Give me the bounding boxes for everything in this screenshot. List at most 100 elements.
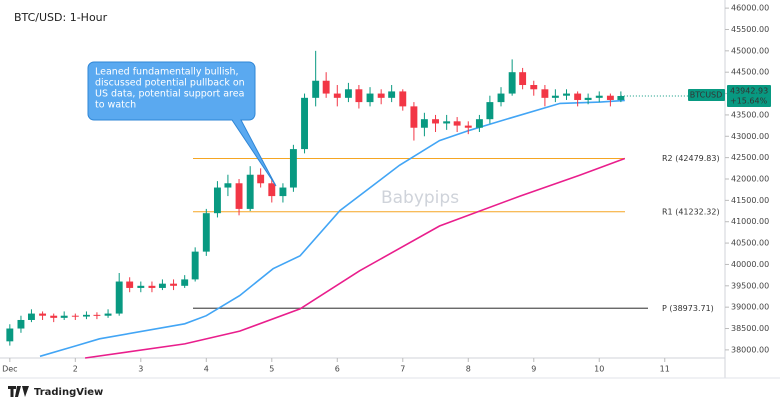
candle-body <box>191 251 199 280</box>
x-tick-label: 5 <box>269 365 274 374</box>
annotation-text: discussed potential pullback on <box>95 78 245 89</box>
candle-body <box>388 91 396 98</box>
candle-body <box>530 85 538 90</box>
candle-body <box>464 125 472 128</box>
price-tag-box <box>727 84 771 107</box>
y-tick-label: 39000.00 <box>731 303 769 312</box>
candle-body <box>410 106 418 128</box>
price-tag-symbol-box <box>688 88 725 101</box>
candle-body <box>289 149 297 188</box>
y-tick-label: 38500.00 <box>731 324 769 333</box>
candle-body <box>399 91 407 107</box>
candle-body <box>574 93 582 100</box>
y-tick-label: 46000.00 <box>731 4 769 13</box>
candle-body <box>93 314 101 316</box>
x-tick-label: 9 <box>531 365 536 374</box>
price-tag-change: +15.64% <box>730 96 768 105</box>
candle-body <box>39 313 47 316</box>
candle-body <box>126 281 134 288</box>
candle-body <box>606 95 614 100</box>
y-tick-label: 43000.00 <box>731 132 769 141</box>
annotation-callout <box>87 61 277 187</box>
candle-body <box>170 283 178 286</box>
candle-body <box>246 174 254 209</box>
annotation-text: to watch <box>95 100 136 111</box>
price-tag-price: 43942.93 <box>730 86 768 95</box>
candle-body <box>104 313 112 316</box>
candle-body <box>257 174 265 184</box>
candle-body <box>443 121 451 124</box>
candle-body <box>312 80 320 98</box>
y-tick-label: 43500.00 <box>731 110 769 119</box>
moving-average-line <box>84 157 626 359</box>
x-tick-label: Dec <box>2 365 17 374</box>
candle-body <box>71 315 79 317</box>
watermark: Babypips <box>381 188 459 208</box>
candle-body <box>60 315 68 318</box>
x-tick-label: 6 <box>335 365 340 374</box>
candle-body <box>475 119 483 128</box>
candle-body <box>279 187 287 197</box>
x-tick-label: 3 <box>138 365 143 374</box>
y-tick-label: 39500.00 <box>731 281 769 290</box>
candle-body <box>115 281 123 314</box>
candle-body <box>432 119 439 124</box>
y-tick-label: 38000.00 <box>731 345 769 354</box>
candle-body <box>617 95 625 100</box>
candle-body <box>82 314 90 317</box>
y-tick-label: 42500.00 <box>731 153 769 162</box>
candle-body <box>344 89 352 98</box>
level-label: R2 (42479.83) <box>662 154 720 163</box>
brand-logo <box>8 386 29 397</box>
x-tick-label: 2 <box>73 365 78 374</box>
candle-body <box>355 89 363 103</box>
candle-body <box>158 283 166 288</box>
candle-body <box>268 183 276 197</box>
x-tick-label: 11 <box>660 365 670 374</box>
price-tag-symbol: BTCUSD <box>690 90 723 99</box>
annotation-text: Leaned fundamentally bullish, <box>95 67 239 78</box>
candle-body <box>213 187 221 214</box>
y-tick-label: 41000.00 <box>731 217 769 226</box>
candle-body <box>333 93 341 98</box>
logo-icon <box>8 386 29 397</box>
candle-body <box>181 279 189 286</box>
y-tick-label: 40500.00 <box>731 239 769 248</box>
annotation-text: US data, potential support area <box>95 89 244 100</box>
candle-body <box>224 183 232 188</box>
brand-name: TradingView <box>34 387 103 398</box>
y-tick-label: 40000.00 <box>731 260 769 269</box>
candle-body <box>17 319 25 329</box>
level-label: R1 (41232.32) <box>662 207 720 216</box>
candle-body <box>27 313 35 320</box>
candle-body <box>563 93 570 96</box>
level-label: P (38973.71) <box>662 304 714 313</box>
x-tick-label: 8 <box>466 365 471 374</box>
candle-body <box>486 102 494 120</box>
candle-body <box>497 93 505 103</box>
moving-average-line <box>39 99 625 358</box>
y-tick-label: 44500.00 <box>731 68 769 77</box>
candle-body <box>322 80 330 94</box>
chart-title: BTC/USD: 1-Hour <box>14 11 108 24</box>
candle-body <box>377 93 385 98</box>
candle-body <box>453 121 461 126</box>
y-tick-label: 45500.00 <box>731 25 769 34</box>
candle-body <box>595 95 603 98</box>
y-tick-label: 45000.00 <box>731 46 769 55</box>
x-tick-label: 10 <box>594 365 604 374</box>
candle-body <box>584 97 592 100</box>
y-tick-label: 42000.00 <box>731 175 769 184</box>
candle-body <box>366 93 374 103</box>
y-tick-label: 41500.00 <box>731 196 769 205</box>
x-tick-label: 4 <box>204 365 209 374</box>
candle-body <box>420 119 428 128</box>
candle-body <box>202 213 210 252</box>
candle-body <box>508 72 516 94</box>
candle-body <box>6 328 14 342</box>
candle-body <box>541 89 549 98</box>
annotation: Leaned fundamentally bullish,discussed p… <box>87 61 277 187</box>
x-tick-label: 7 <box>400 365 405 374</box>
candle-body <box>301 97 308 150</box>
candle-body <box>551 95 559 98</box>
